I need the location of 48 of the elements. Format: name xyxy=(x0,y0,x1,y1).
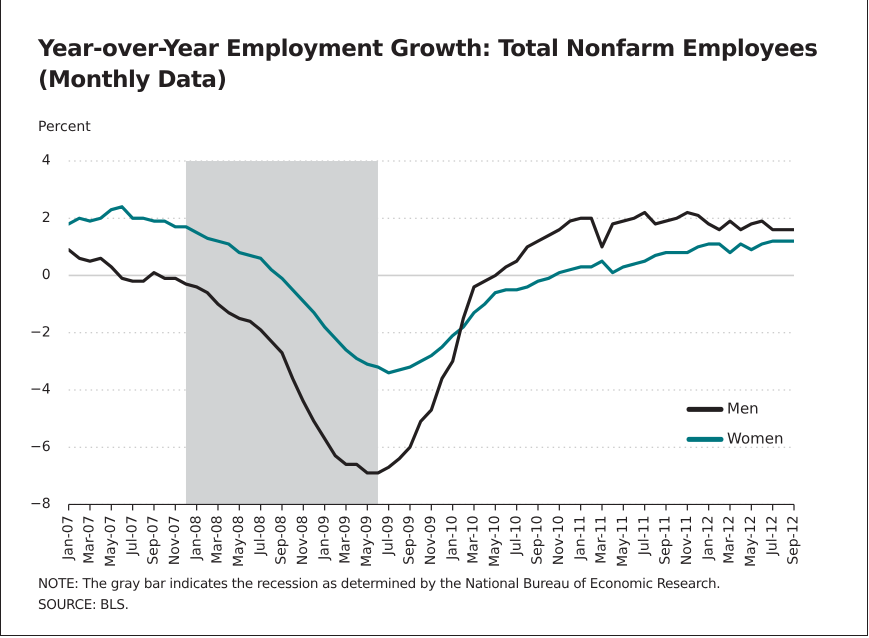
legend-label: Men xyxy=(727,399,759,418)
x-tick-label: Mar-09 xyxy=(338,515,354,564)
y-tick-label: 4 xyxy=(42,152,51,169)
x-tick-label: May-08 xyxy=(230,515,247,568)
y-axis-title: Percent xyxy=(38,119,91,135)
legend-label: Women xyxy=(727,429,784,448)
y-tick-label: −8 xyxy=(30,496,51,512)
x-tick-label: Jul-10 xyxy=(508,515,524,556)
x-tick-label: May-07 xyxy=(102,515,119,568)
x-tick-label: Mar-07 xyxy=(82,515,98,564)
x-tick-label: Mar-10 xyxy=(466,515,482,564)
x-tick-label: Nov-08 xyxy=(294,515,311,566)
x-tick-label: Jan-07 xyxy=(60,515,76,561)
y-tick-label: −6 xyxy=(30,438,51,455)
y-tick-label: 0 xyxy=(42,267,51,284)
x-tick-label: Sep-12 xyxy=(786,515,802,565)
x-tick-label: Jul-07 xyxy=(124,515,140,556)
x-tick-label: Mar-08 xyxy=(210,515,226,564)
x-tick-label: Sep-08 xyxy=(274,515,290,565)
x-tick-label: May-11 xyxy=(614,515,631,568)
x-tick-label: Jan-08 xyxy=(188,515,204,561)
x-tick-label: Sep-11 xyxy=(658,515,674,565)
x-tick-label: Jan-11 xyxy=(572,515,588,561)
y-tick-label: −4 xyxy=(30,382,51,398)
x-tick-label: Nov-09 xyxy=(422,515,439,566)
y-tick-label: 2 xyxy=(42,210,51,226)
x-tick-label: May-12 xyxy=(742,515,759,568)
x-tick-label: May-10 xyxy=(486,515,503,568)
chart-title: Year-over-Year Employment Growth: Total Nonfarm Employees (Monthly Data) xyxy=(38,35,818,95)
x-tick-label: Nov-10 xyxy=(550,515,567,566)
y-tick-label: −2 xyxy=(30,324,51,340)
source-note: SOURCE: BLS. xyxy=(38,596,130,615)
x-tick-label: Mar-12 xyxy=(722,515,738,564)
x-tick-label: Jul-08 xyxy=(252,515,268,556)
x-tick-label: Jul-11 xyxy=(636,515,652,556)
x-tick-label: Jan-12 xyxy=(700,515,716,561)
x-tick-label: Jul-09 xyxy=(380,515,396,556)
text: NOTE: The gray bar indicates the recession as determined by the National Bureau of Economic Research. xyxy=(38,575,720,594)
x-tick-label: Jul-12 xyxy=(764,515,780,556)
x-tick-label: Sep-10 xyxy=(530,515,546,565)
x-tick-label: Jan-10 xyxy=(444,515,460,561)
x-tick-label: Jan-09 xyxy=(316,515,332,561)
x-tick-label: Mar-11 xyxy=(594,515,610,564)
x-tick-label: Sep-09 xyxy=(402,515,418,565)
x-tick-label: Nov-11 xyxy=(678,515,695,566)
x-tick-label: Sep-07 xyxy=(146,515,162,565)
x-tick-label: May-09 xyxy=(358,515,375,568)
x-tick-label: Nov-07 xyxy=(166,515,183,566)
